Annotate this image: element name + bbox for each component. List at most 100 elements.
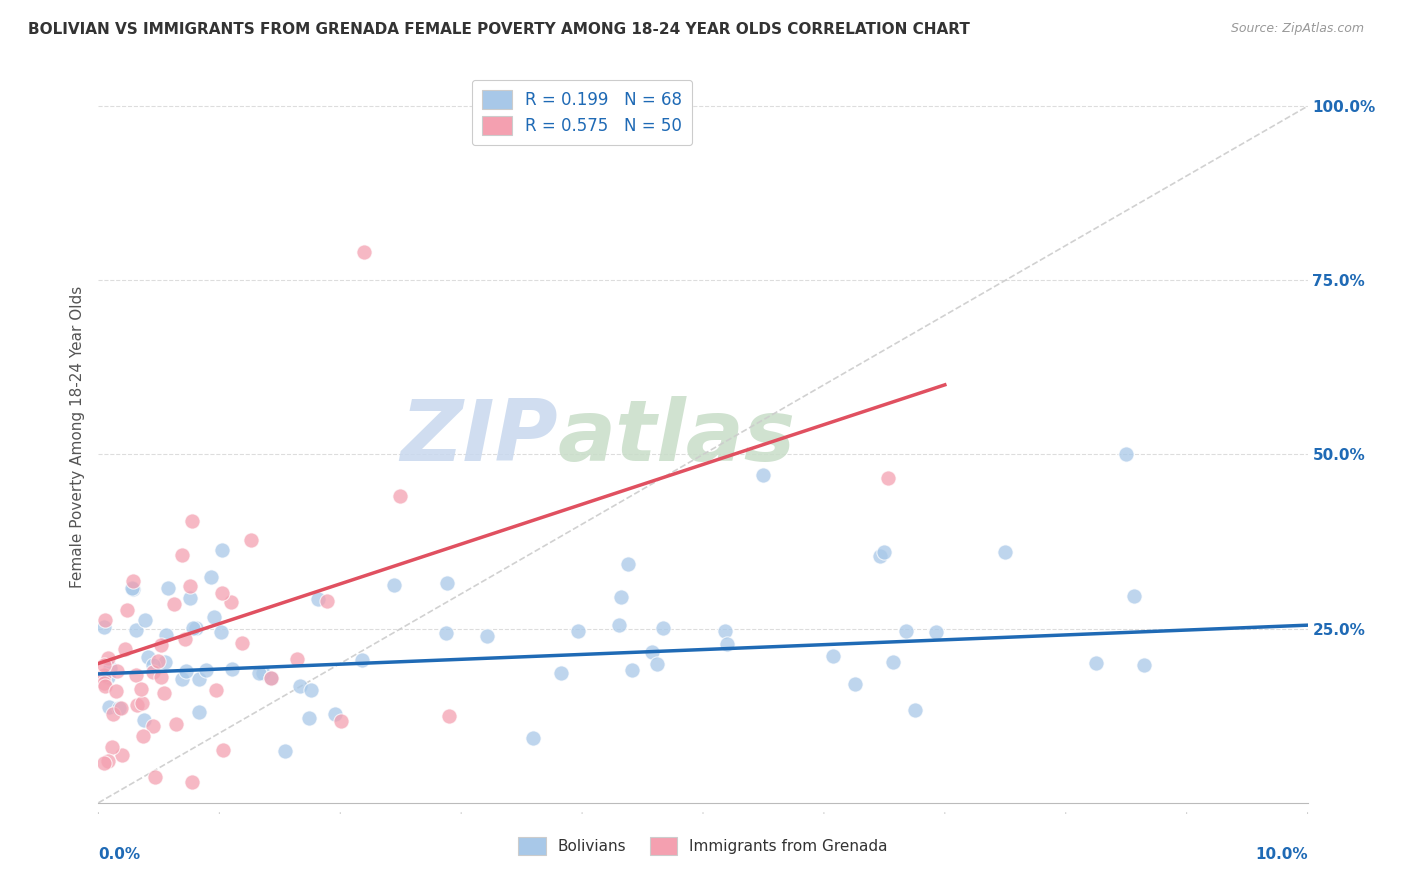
Point — [436, 576, 458, 591]
Point — [617, 558, 640, 572]
Point — [869, 549, 891, 563]
Point — [1132, 657, 1154, 672]
Point — [153, 655, 176, 669]
Point — [652, 621, 675, 635]
Point — [110, 701, 132, 715]
Point — [124, 668, 146, 682]
Point — [894, 624, 917, 639]
Point — [299, 683, 322, 698]
Point — [93, 620, 115, 634]
Point — [165, 717, 187, 731]
Point — [925, 624, 948, 639]
Point — [174, 665, 197, 679]
Point — [260, 671, 283, 685]
Point — [252, 666, 274, 681]
Point — [437, 709, 460, 723]
Point — [142, 665, 165, 679]
Point — [877, 471, 900, 485]
Point — [353, 245, 375, 260]
Point — [111, 747, 134, 762]
Point — [180, 775, 202, 789]
Point — [211, 542, 233, 557]
Point — [115, 603, 138, 617]
Point — [550, 666, 572, 681]
Point — [211, 586, 233, 600]
Point — [200, 570, 222, 584]
Point — [156, 582, 179, 596]
Point — [98, 699, 121, 714]
Point — [127, 698, 149, 713]
Point — [134, 613, 156, 627]
Point — [567, 624, 589, 639]
Point — [97, 670, 120, 684]
Point — [202, 609, 225, 624]
Point — [522, 731, 544, 745]
Point — [163, 598, 186, 612]
Point — [287, 651, 309, 665]
Point — [209, 625, 232, 640]
Point — [382, 578, 405, 592]
Point — [131, 682, 153, 697]
Y-axis label: Female Poverty Among 18-24 Year Olds: Female Poverty Among 18-24 Year Olds — [69, 286, 84, 588]
Point — [93, 675, 115, 690]
Text: BOLIVIAN VS IMMIGRANTS FROM GRENADA FEMALE POVERTY AMONG 18-24 YEAR OLDS CORRELA: BOLIVIAN VS IMMIGRANTS FROM GRENADA FEMA… — [28, 22, 970, 37]
Point — [97, 754, 120, 768]
Point — [179, 579, 201, 593]
Point — [121, 581, 143, 595]
Point — [132, 714, 155, 728]
Point — [219, 595, 242, 609]
Point — [352, 652, 374, 666]
Point — [330, 714, 353, 728]
Point — [104, 683, 127, 698]
Point — [173, 632, 195, 647]
Point — [221, 662, 243, 676]
Point — [389, 489, 412, 503]
Point — [101, 739, 124, 754]
Point — [172, 672, 194, 686]
Point — [315, 594, 337, 608]
Point — [607, 617, 630, 632]
Point — [1085, 656, 1108, 670]
Point — [323, 707, 346, 722]
Point — [122, 574, 145, 588]
Point — [98, 661, 121, 675]
Point — [148, 655, 170, 669]
Point — [149, 638, 172, 652]
Point — [1122, 589, 1144, 603]
Point — [609, 590, 631, 604]
Point — [307, 591, 329, 606]
Point — [179, 591, 201, 605]
Point — [297, 710, 319, 724]
Point — [620, 664, 643, 678]
Point — [93, 756, 115, 770]
Legend: Bolivians, Immigrants from Grenada: Bolivians, Immigrants from Grenada — [512, 831, 894, 861]
Point — [821, 649, 844, 664]
Point — [142, 719, 165, 733]
Point — [231, 636, 253, 650]
Point — [873, 545, 896, 559]
Point — [714, 624, 737, 638]
Point — [153, 686, 176, 700]
Point — [205, 682, 228, 697]
Point — [131, 729, 153, 743]
Point — [1115, 448, 1137, 462]
Point — [93, 658, 115, 673]
Point — [647, 657, 669, 671]
Point — [844, 677, 866, 691]
Point — [436, 626, 458, 640]
Point — [188, 705, 211, 719]
Point — [716, 637, 738, 651]
Point — [180, 514, 202, 528]
Point — [181, 621, 204, 635]
Point — [247, 666, 270, 681]
Point — [186, 621, 208, 635]
Point — [114, 641, 136, 656]
Point — [904, 703, 927, 717]
Point — [155, 628, 177, 642]
Point — [142, 657, 165, 672]
Text: ZIP: ZIP — [401, 395, 558, 479]
Point — [194, 663, 217, 677]
Point — [212, 743, 235, 757]
Point — [125, 624, 148, 638]
Point — [752, 468, 775, 483]
